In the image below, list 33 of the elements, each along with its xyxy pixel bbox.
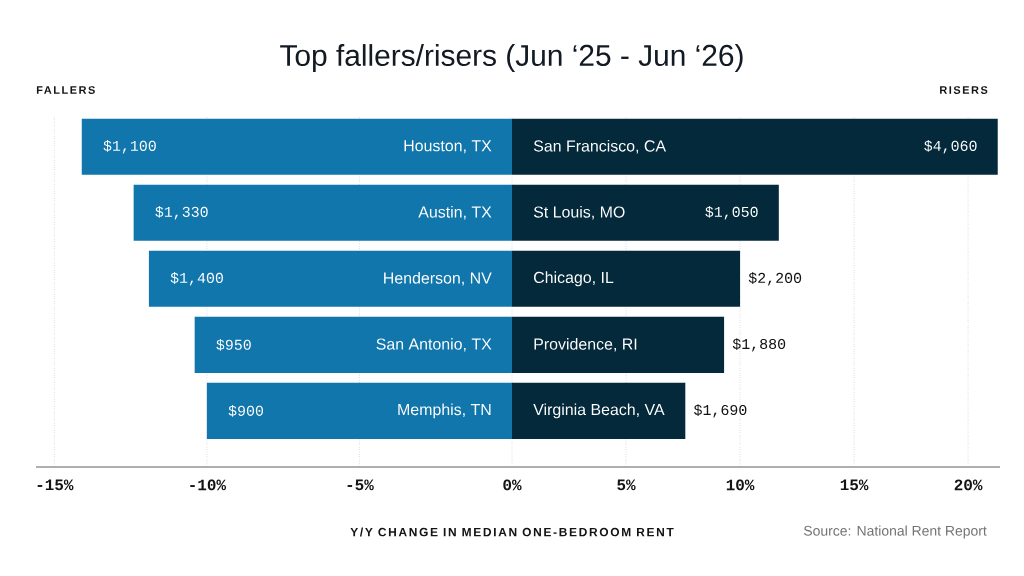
annotation: $1,050 [705,206,758,220]
annotation: $1,400 [170,272,223,286]
x-tick-label: 10% [726,479,755,491]
y-tick-label: Chicago, IL [534,271,614,287]
annotation: $1,690 [694,404,747,418]
y-tick-label: Virginia Beach, VA [533,403,665,419]
chart-subtitle: FALLERS [36,86,95,94]
annotation: $900 [228,404,264,417]
y-tick-label: Memphis, TN [398,403,491,419]
x-tick-label: 0% [503,479,522,491]
y-tick-label: San Antonio, TX [376,338,492,352]
annotation: $2,200 [748,272,802,286]
chart-subtitle: RISERS [940,86,988,94]
y-tick-label: St Louis, MO [533,205,625,220]
x-tick-label: -15% [37,479,74,491]
annotation: $950 [216,338,251,351]
y-tick-label: Providence, RI [534,338,637,352]
source-note: Source: National Rent Report [803,525,987,539]
x-tick-label: 20% [954,479,983,491]
x-axis-title: Y/Y CHANGE IN MEDIAN ONE-BEDROOM RENT [350,527,674,537]
y-tick-label: Austin, TX [418,205,492,220]
x-tick-label: -5% [347,479,374,491]
annotation: $4,060 [924,140,977,154]
y-tick-label: Henderson, NV [384,272,492,286]
y-tick-label: Houston, TX [404,140,492,154]
x-tick-label: 15% [840,479,869,491]
annotation: $1,330 [155,206,208,220]
x-tick-label: 5% [617,479,636,491]
chart-title: Top fallers/risers (Jun ‘25 - Jun ‘26) [280,44,743,72]
x-tick-label: -10% [190,479,227,491]
annotation: $1,100 [103,140,156,154]
annotation: $1,880 [732,338,786,352]
y-tick-label: San Francisco, CA [533,139,667,154]
